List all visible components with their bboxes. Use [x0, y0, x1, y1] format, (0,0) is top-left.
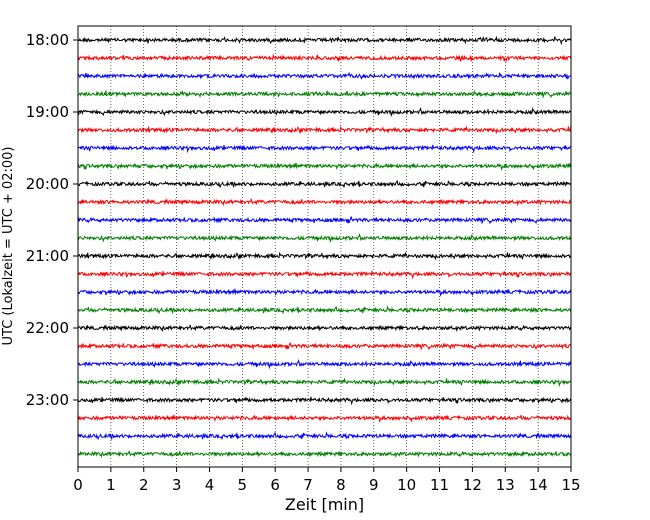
trace-2130: [77, 288, 572, 297]
trace-2215: [77, 342, 572, 351]
y-tick-label: 22:00: [26, 319, 69, 337]
x-tick-label: 5: [238, 476, 248, 494]
x-tick-label: 3: [172, 476, 182, 494]
trace-1800: [77, 35, 572, 46]
trace-2315: [77, 414, 572, 423]
y-tick-label: 21:00: [26, 247, 69, 265]
trace-2000: [77, 180, 572, 189]
x-tick-label: 2: [139, 476, 149, 494]
x-tick-label: 6: [270, 476, 280, 494]
y-tick-label: 19:00: [26, 103, 69, 121]
trace-1815: [77, 54, 572, 63]
trace-2200: [77, 324, 572, 333]
y-axis-label: UTC (Lokalzeit = UTC + 02:00): [1, 147, 16, 346]
trace-2245: [77, 377, 572, 388]
y-tick-label: 23:00: [26, 391, 69, 409]
y-axis-ticks: 18:00 19:00 20:00 21:00 22:00 23:00: [26, 31, 78, 409]
trace-2030: [77, 216, 572, 225]
trace-1930: [77, 144, 572, 154]
trace-2330: [77, 431, 572, 441]
trace-1845: [77, 89, 572, 99]
x-axis-ticks: 0 1 2 3 4 5 6 7 8 9 10 11 12 13 14 15: [73, 467, 581, 494]
trace-2115: [77, 270, 572, 280]
seismic-traces: [77, 35, 572, 459]
x-axis-label: Zeit [min]: [285, 495, 364, 514]
trace-1900: [77, 106, 572, 118]
x-tick-label: 8: [336, 476, 346, 494]
x-tick-label: 14: [529, 476, 548, 494]
x-tick-label: 10: [397, 476, 416, 494]
x-tick-label: 4: [205, 476, 215, 494]
plot-frame: [77, 25, 572, 468]
trace-1915: [77, 125, 572, 135]
x-tick-label: 1: [106, 476, 116, 494]
trace-2230: [77, 358, 572, 370]
x-tick-label: 0: [73, 476, 83, 494]
y-tick-label: 18:00: [26, 31, 69, 49]
y-tick-label: 20:00: [26, 175, 69, 193]
x-tick-label: 13: [496, 476, 515, 494]
x-tick-label: 12: [463, 476, 482, 494]
trace-2045: [77, 232, 572, 244]
trace-2015: [77, 198, 572, 207]
trace-2145: [77, 305, 572, 315]
trace-2300: [77, 396, 572, 406]
x-tick-label: 15: [561, 476, 580, 494]
trace-1945: [77, 162, 572, 172]
trace-2345: [77, 450, 572, 459]
x-tick-label: 11: [430, 476, 449, 494]
trace-1830: [77, 71, 572, 80]
x-tick-label: 9: [369, 476, 379, 494]
trace-2100: [77, 251, 572, 261]
x-tick-label: 7: [303, 476, 313, 494]
